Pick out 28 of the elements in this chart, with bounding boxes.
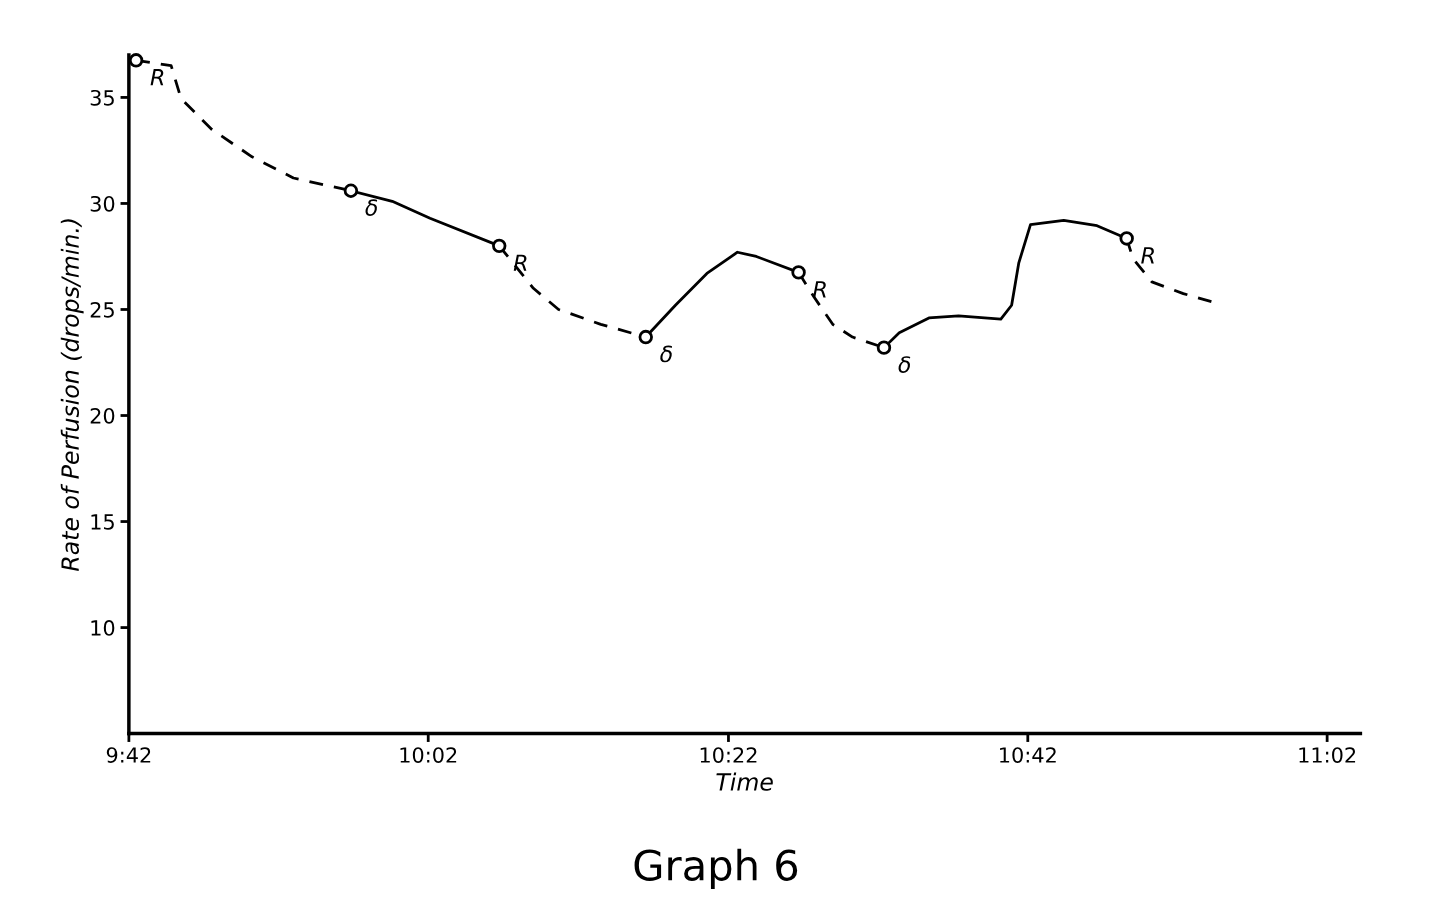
point: [343, 183, 359, 198]
point: [1119, 231, 1134, 246]
annotation: R: [513, 254, 527, 271]
y-tick-label: 20: [90, 407, 115, 424]
point: [492, 238, 507, 254]
x-tick-label: 10:42: [1000, 747, 1056, 763]
annotation: δ: [660, 345, 673, 363]
y-axis-title: Rate of Perfusion (drops/min.): [60, 219, 84, 572]
annotation: R: [813, 281, 826, 298]
y-tick-label: 10: [91, 620, 115, 636]
point: [876, 340, 892, 355]
y-tick-label: 30: [90, 195, 115, 212]
annotation: R: [1141, 247, 1154, 264]
text: Graph 6: [634, 848, 798, 889]
x-tick-label: 11:02: [1299, 747, 1356, 763]
x-tick-label: 9:42: [106, 747, 151, 763]
point: [128, 53, 144, 68]
x-tick-label: 10:02: [400, 747, 457, 763]
point: [791, 265, 806, 280]
annotation: δ: [898, 356, 911, 373]
y-tick-label: 35: [90, 89, 114, 106]
annotation: R: [150, 69, 164, 86]
x-axis-title: Time: [716, 772, 773, 791]
y-tick-label: 15: [91, 514, 114, 530]
x-tick-label: 10:22: [700, 747, 757, 763]
point: [638, 329, 653, 345]
y-tick-label: 25: [90, 301, 114, 318]
annotation: δ: [365, 199, 378, 217]
